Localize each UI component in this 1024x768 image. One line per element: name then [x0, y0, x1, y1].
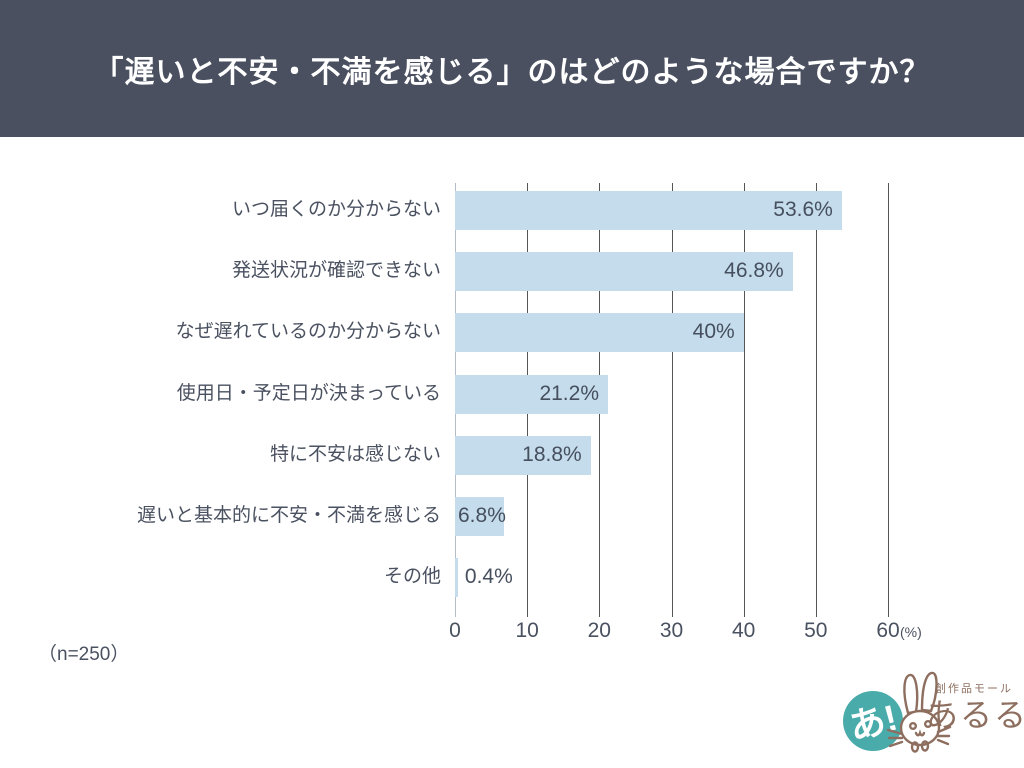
x-tick-label: 0 — [449, 619, 461, 642]
gridline — [888, 183, 889, 617]
gridline — [743, 183, 745, 617]
value-label: 40% — [692, 320, 735, 344]
value-label: 18.8% — [522, 442, 582, 466]
brand-logo: あ! 創作品モール あるる — [842, 664, 1024, 764]
category-label: なぜ遅れているのか分からない — [175, 321, 441, 343]
logo-brand-name: あるる — [926, 697, 1024, 733]
category-label: 遅いと基本的に不安・不満を感じる — [136, 505, 441, 526]
logo-tagline: 創作品モール — [935, 683, 1013, 695]
bar — [455, 558, 458, 598]
category-label: その他 — [383, 566, 441, 588]
rabbit-drawing — [886, 671, 952, 753]
category-label: 使用日・予定日が決まっている — [176, 382, 441, 404]
category-label: 発送状況が確認できない — [231, 260, 441, 282]
x-tick-label: 40 — [732, 619, 756, 642]
teal-badge-circle — [843, 691, 903, 751]
x-tick-label: 50 — [804, 619, 828, 642]
bar — [455, 435, 591, 475]
gridline — [815, 183, 817, 617]
value-label: 21.2% — [539, 381, 599, 405]
x-tick-label: 60 — [876, 619, 900, 642]
bar — [455, 313, 744, 353]
value-label: 6.8% — [458, 504, 506, 527]
category-label: いつ届くのか分からない — [231, 199, 441, 220]
rabbit-logo-icon: あ! — [843, 671, 952, 753]
category-label: 特に不安は感じない — [269, 443, 441, 465]
x-tick-label: 10 — [515, 619, 539, 642]
bar — [455, 497, 505, 536]
x-axis-unit: (%) — [900, 624, 922, 640]
gridline — [671, 183, 673, 617]
value-label: 46.8% — [724, 259, 784, 283]
value-label: 53.6% — [773, 198, 833, 221]
sample-size-note: （n=250） — [38, 644, 130, 665]
bar — [455, 252, 793, 292]
x-tick-label: 20 — [587, 619, 611, 642]
bar — [455, 374, 608, 414]
header: 「遅いと不安・不満を感じる」のはどのような場合ですか？ — [0, 0, 1024, 137]
chart-title: 「遅いと不安・不満を感じる」のはどのような場合ですか？ — [93, 55, 931, 89]
value-label: 0.4% — [464, 565, 513, 589]
bar — [455, 191, 842, 230]
x-tick-label: 30 — [659, 619, 684, 642]
